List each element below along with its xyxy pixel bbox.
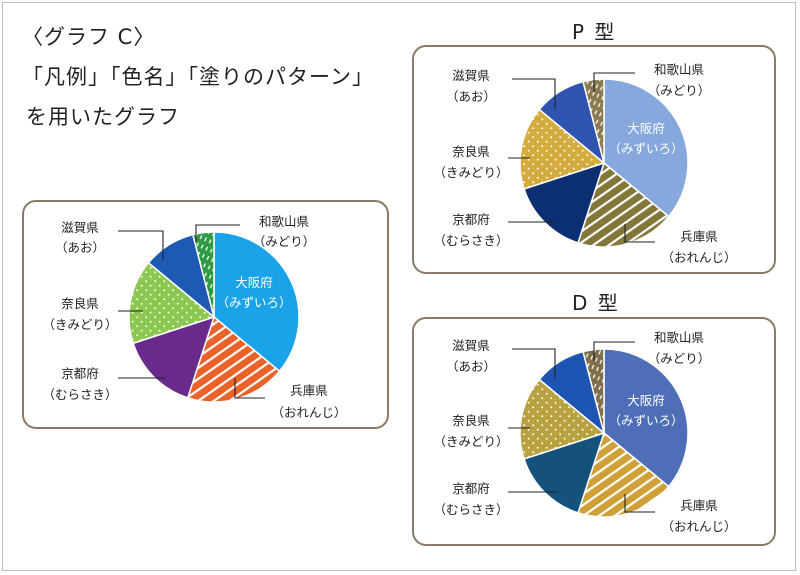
legend-reading-c-2: （おれんじ）: [271, 405, 346, 420]
leader-line-p-6: [593, 72, 635, 92]
legend-label-c-4: 奈良県: [61, 296, 99, 311]
legend-label-d-5: 滋賀県: [452, 338, 490, 353]
legend-reading-d-4: （きみどり）: [433, 434, 508, 449]
legend-reading-c-4: （きみどり）: [42, 317, 117, 332]
legend-reading-c-5: （あお）: [55, 240, 105, 255]
legend-reading-c-3: （むらさき）: [42, 387, 117, 402]
slice-reading-p-1: （みずいろ）: [608, 141, 683, 156]
leader-line-c-5: [118, 230, 164, 260]
pie-slice-d-4: [519, 378, 606, 460]
chart-p-title: P 型: [572, 20, 617, 44]
pie-slice-p-2: [577, 161, 670, 248]
leader-line-d-5: [512, 348, 556, 379]
pie-slice-c-6: [191, 231, 215, 318]
legend-reading-p-2: （おれんじ）: [661, 250, 736, 265]
legend-reading-d-5: （あお）: [446, 359, 496, 374]
legend-reading-d-6: （みどり）: [648, 351, 711, 366]
legend-reading-p-3: （むらさき）: [433, 233, 508, 248]
legend-reading-p-5: （あお）: [446, 89, 496, 104]
leader-line-d-6: [593, 341, 635, 361]
leader-line-c-2: [234, 378, 265, 399]
legend-label-p-4: 奈良県: [452, 144, 490, 159]
pie-chart-c: 大阪府 （みずいろ） 兵庫県 （おれんじ） 京都府 （むらさき） 奈良県 （きみどり） 滋賀県 （…: [42, 214, 346, 420]
legend-reading-p-4: （きみどり）: [433, 165, 508, 180]
legend-label-p-6: 和歌山県: [654, 62, 704, 77]
legend-reading-d-2: （おれんじ）: [661, 519, 736, 534]
legend-label-c-6: 和歌山県: [259, 214, 309, 229]
slice-label-c-1: 大阪府: [235, 275, 273, 290]
pie-slice-d-2: [577, 431, 670, 518]
pie-slice-c-2: [186, 315, 281, 403]
pie-slice-c-4: [128, 261, 216, 345]
legend-label-p-5: 滋賀県: [452, 68, 490, 83]
pie-slice-p-1: [603, 78, 689, 218]
legend-label-d-4: 奈良県: [452, 413, 490, 428]
legend-reading-d-3: （むらさき）: [433, 502, 508, 517]
legend-reading-p-6: （みどり）: [648, 83, 711, 98]
slice-label-d-1: 大阪府: [627, 393, 665, 408]
heading-line-2: 「凡例」「色名」「塗りのパターン」: [22, 65, 374, 89]
legend-label-d-2: 兵庫県: [680, 498, 718, 513]
leader-line-c-6: [195, 224, 240, 242]
legend-reading-c-6: （みどり）: [253, 234, 316, 249]
legend-label-c-2: 兵庫県: [290, 383, 328, 398]
chart-d-title: D 型: [572, 291, 620, 315]
pie-slice-c-1: [213, 231, 300, 373]
leader-line-d-2: [624, 494, 655, 513]
legend-label-p-2: 兵庫県: [680, 229, 718, 244]
legend-label-p-3: 京都府: [452, 212, 490, 227]
slice-label-p-1: 大阪府: [627, 121, 665, 136]
pie-slice-d-1: [603, 348, 689, 488]
pie-chart-d: 大阪府 （みずいろ） 兵庫県 （おれんじ） 京都府 （むらさき） 奈良県 （きみどり） 滋賀県 （…: [433, 330, 736, 534]
legend-label-c-3: 京都府: [61, 366, 99, 381]
leader-line-p-5: [512, 78, 556, 109]
pie-chart-p: 大阪府 （みずいろ） 兵庫県 （おれんじ） 京都府 （むらさき） 奈良県 （きみどり） 滋賀県 （…: [433, 62, 736, 265]
leader-line-p-2: [624, 224, 655, 243]
legend-label-d-6: 和歌山県: [654, 330, 704, 345]
heading-line-1: 〈グラフ C〉: [22, 25, 156, 49]
heading-line-3: を用いたグラフ: [26, 105, 180, 129]
pie-slice-p-4: [519, 108, 606, 190]
slice-reading-c-1: （みずいろ）: [216, 295, 291, 310]
slice-reading-d-1: （みずいろ）: [608, 413, 683, 428]
legend-label-c-5: 滋賀県: [61, 220, 99, 235]
legend-label-d-3: 京都府: [452, 481, 490, 496]
